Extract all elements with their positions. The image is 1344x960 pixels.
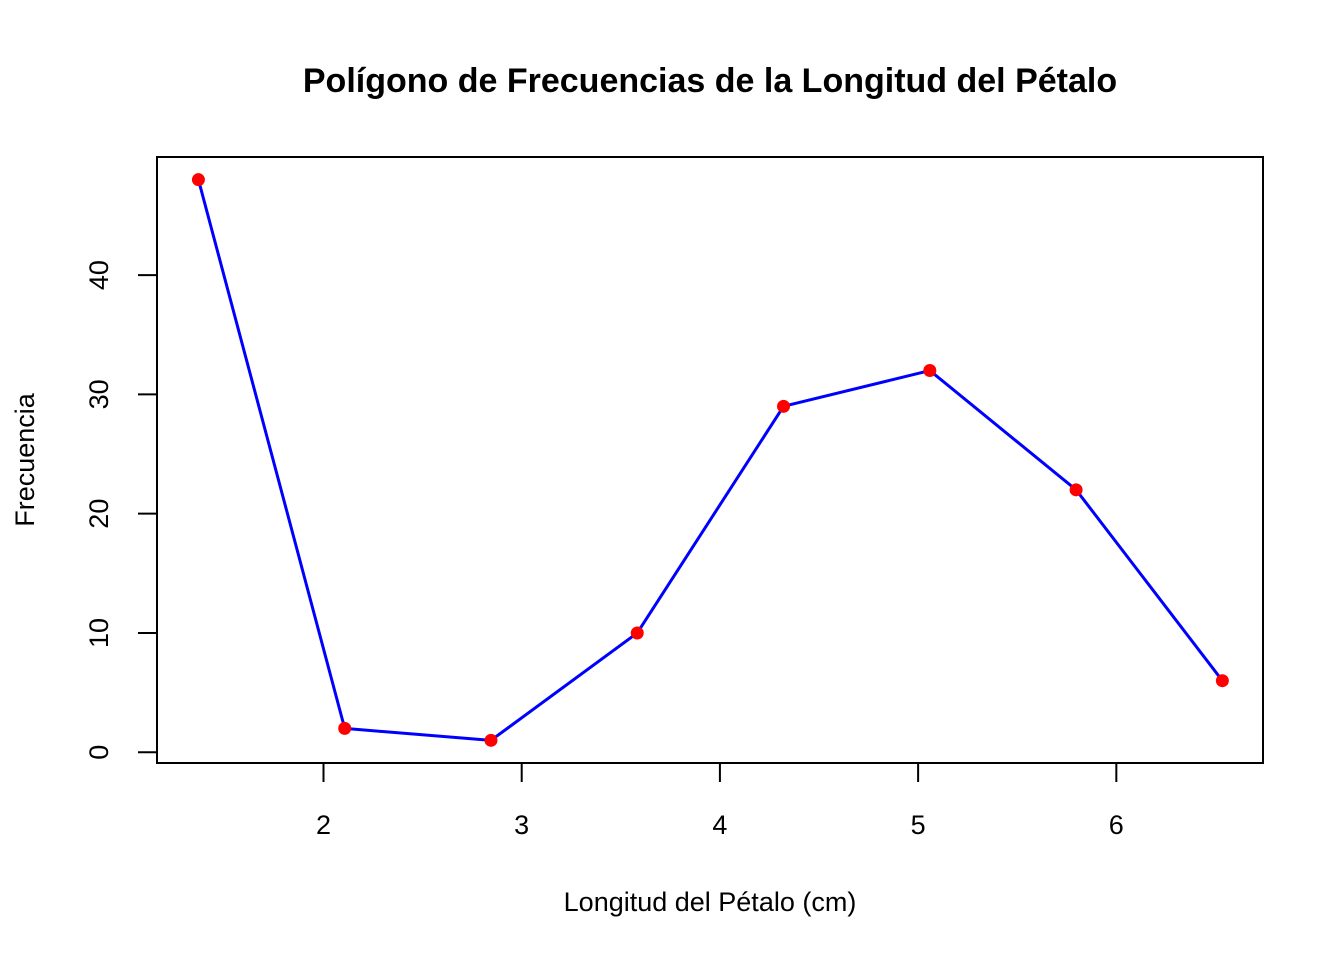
plot-frame: [156, 156, 1264, 764]
x-tick-label: 6: [1109, 810, 1124, 840]
y-tick-label: 0: [84, 745, 114, 760]
chart-title: Polígono de Frecuencias de la Longitud d…: [303, 62, 1117, 100]
x-tick-label: 2: [316, 810, 331, 840]
y-tick-label: 30: [84, 379, 114, 409]
x-axis-label: Longitud del Pétalo (cm): [564, 887, 857, 917]
data-point: [923, 364, 937, 378]
data-point: [191, 173, 205, 187]
data-point: [338, 721, 352, 735]
y-tick-label: 10: [84, 618, 114, 648]
data-point: [1069, 483, 1083, 497]
x-tick-label: 5: [911, 810, 926, 840]
x-tick-label: 3: [514, 810, 529, 840]
series-layer: [191, 173, 1229, 747]
x-tick-label: 4: [712, 810, 727, 840]
data-point: [484, 733, 498, 747]
y-axis-label: Frecuencia: [10, 392, 40, 527]
y-axis: 0 10 20 30 40: [84, 260, 158, 760]
x-axis: 2 3 4 5 6: [316, 762, 1124, 840]
data-point: [1215, 674, 1229, 688]
y-tick-label: 20: [84, 499, 114, 529]
series-line: [196, 179, 1224, 742]
data-point: [777, 399, 791, 413]
data-point: [630, 626, 644, 640]
y-tick-label: 40: [84, 260, 114, 290]
